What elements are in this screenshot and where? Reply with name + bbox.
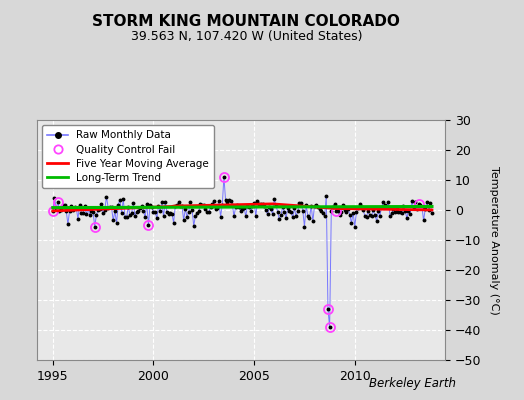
Text: STORM KING MOUNTAIN COLORADO: STORM KING MOUNTAIN COLORADO [92, 14, 400, 29]
Text: 39.563 N, 107.420 W (United States): 39.563 N, 107.420 W (United States) [130, 30, 362, 43]
Y-axis label: Temperature Anomaly (°C): Temperature Anomaly (°C) [488, 166, 498, 314]
Text: Berkeley Earth: Berkeley Earth [369, 377, 456, 390]
Legend: Raw Monthly Data, Quality Control Fail, Five Year Moving Average, Long-Term Tren: Raw Monthly Data, Quality Control Fail, … [42, 125, 214, 188]
